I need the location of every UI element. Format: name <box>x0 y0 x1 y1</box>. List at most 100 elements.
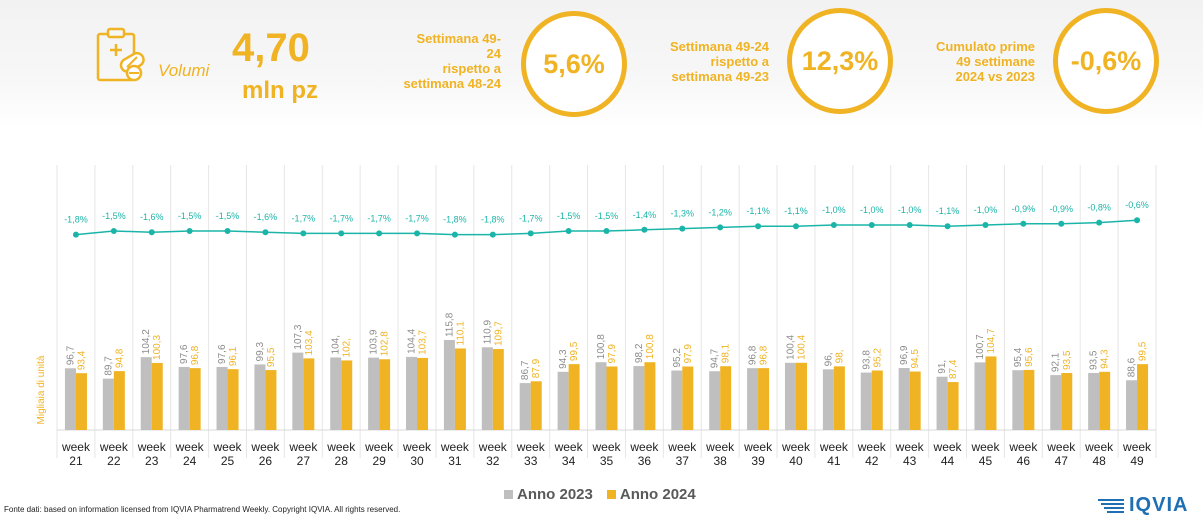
bar-2023 <box>860 372 872 430</box>
bar-label-2023: 96,8 <box>748 345 759 365</box>
line-point <box>565 228 572 234</box>
bar-label-2024: 100,8 <box>645 334 656 359</box>
line-point <box>603 228 610 234</box>
iqvia-logo: IQVIA <box>1098 494 1188 517</box>
category-label-week: week <box>478 440 508 454</box>
bar-2024 <box>151 362 163 430</box>
bar-2024 <box>871 370 883 430</box>
legend-item-2023: Anno 2023 <box>504 486 593 503</box>
line-label: -1,3% <box>671 209 695 219</box>
bar-label-2024: 103,4 <box>304 330 315 355</box>
bar-label-2023: 91, <box>937 360 948 374</box>
bar-2023 <box>443 340 455 430</box>
line-label: -1,1% <box>936 206 960 216</box>
legend-swatch-2023 <box>504 490 513 499</box>
kpi3-circle: -0,6% <box>1053 8 1159 114</box>
bar-label-2024: 109,7 <box>493 321 504 346</box>
line-point <box>527 230 534 237</box>
category-label-week: week <box>213 440 243 454</box>
bar-label-2023: 115,8 <box>444 312 455 337</box>
line-point <box>717 224 724 231</box>
bar-2024 <box>75 373 87 430</box>
line-label: -1,8% <box>64 215 88 225</box>
bar-2023 <box>102 378 114 430</box>
bar-label-2024: 103,7 <box>418 329 429 354</box>
bar-label-2024: 97,9 <box>683 344 694 364</box>
legend-label-2024: Anno 2024 <box>619 486 696 503</box>
bar-label-2023: 95,4 <box>1013 347 1024 367</box>
bar-label-2024: 98, <box>834 349 845 363</box>
line-label: -0,9% <box>1012 204 1036 214</box>
category-label-number: 40 <box>789 454 803 468</box>
bar-2024 <box>417 357 429 430</box>
kpi2-label: Settimana 49-24 rispetto a settimana 49-… <box>670 39 769 84</box>
bar-2023 <box>557 371 569 430</box>
bar-2023 <box>178 366 190 430</box>
category-label-number: 27 <box>297 454 311 468</box>
category-label-number: 26 <box>259 454 273 468</box>
bar-label-2024: 102, <box>342 338 353 357</box>
category-label-number: 37 <box>676 454 690 468</box>
bar-label-2024: 98,1 <box>721 343 732 363</box>
category-label-week: week <box>1008 440 1038 454</box>
line-label: -1,7% <box>292 213 316 223</box>
line-label: -0,9% <box>1050 204 1074 214</box>
category-label-week: week <box>970 440 1000 454</box>
line-point <box>489 231 496 238</box>
category-label-number: 44 <box>941 454 955 468</box>
category-label-week: week <box>440 440 470 454</box>
bar-label-2023: 95,2 <box>672 348 683 368</box>
bar-label-2023: 100,7 <box>975 334 986 359</box>
category-label-number: 22 <box>107 454 121 468</box>
category-label-number: 38 <box>714 454 728 468</box>
bar-label-2023: 99,3 <box>255 342 266 362</box>
kpi1-circle: 5,6% <box>521 11 627 117</box>
bar-2024 <box>985 356 997 430</box>
category-label-number: 21 <box>69 454 83 468</box>
category-label-number: 36 <box>638 454 652 468</box>
category-label-number: 30 <box>410 454 424 468</box>
bar-label-2023: 96, <box>823 352 834 366</box>
bar-label-2024: 93,4 <box>76 350 87 370</box>
bar-label-2023: 107,3 <box>293 324 304 349</box>
category-label-number: 32 <box>486 454 500 468</box>
bar-label-2023: 92,1 <box>1051 352 1062 372</box>
volume-value: 4,70 <box>232 26 310 70</box>
bar-label-2024: 104,7 <box>986 328 997 353</box>
bar-2023 <box>898 367 910 430</box>
line-point <box>755 223 762 230</box>
line-label: -1,0% <box>822 205 846 215</box>
line-point <box>679 225 686 232</box>
line-label: -1,8% <box>481 215 505 225</box>
line-point <box>376 230 383 237</box>
bar-label-2024: 95,5 <box>266 347 277 367</box>
category-label-week: week <box>364 440 394 454</box>
bar-2024 <box>720 366 732 430</box>
line-label: -1,5% <box>557 211 581 221</box>
bar-label-2023: 104,4 <box>407 328 418 353</box>
bar-label-2023: 86,7 <box>520 360 531 380</box>
bar-2024 <box>795 362 807 430</box>
bar-2023 <box>216 366 228 430</box>
bar-2023 <box>481 347 493 430</box>
line-label: -1,5% <box>216 211 240 221</box>
bar-2023 <box>406 356 418 430</box>
line-point <box>982 222 989 228</box>
kpi2-circle: 12,3% <box>787 8 893 114</box>
bar-label-2024: 87,4 <box>948 359 959 379</box>
bar-label-2023: 94,3 <box>558 349 569 369</box>
line-point <box>830 222 837 228</box>
category-label-week: week <box>250 440 280 454</box>
bar-label-2023: 110,9 <box>482 320 493 345</box>
line-label: -1,8% <box>443 215 467 225</box>
bar-label-2023: 104, <box>331 335 342 354</box>
category-label-week: week <box>288 440 318 454</box>
category-label-number: 29 <box>372 454 386 468</box>
bar-2023 <box>1088 373 1100 430</box>
bar-2024 <box>530 381 542 430</box>
line-label: -1,1% <box>746 206 770 216</box>
category-label-number: 49 <box>1130 454 1144 468</box>
bar-label-2023: 97,6 <box>179 344 190 364</box>
category-label-number: 43 <box>903 454 917 468</box>
bar-2024 <box>113 371 125 430</box>
